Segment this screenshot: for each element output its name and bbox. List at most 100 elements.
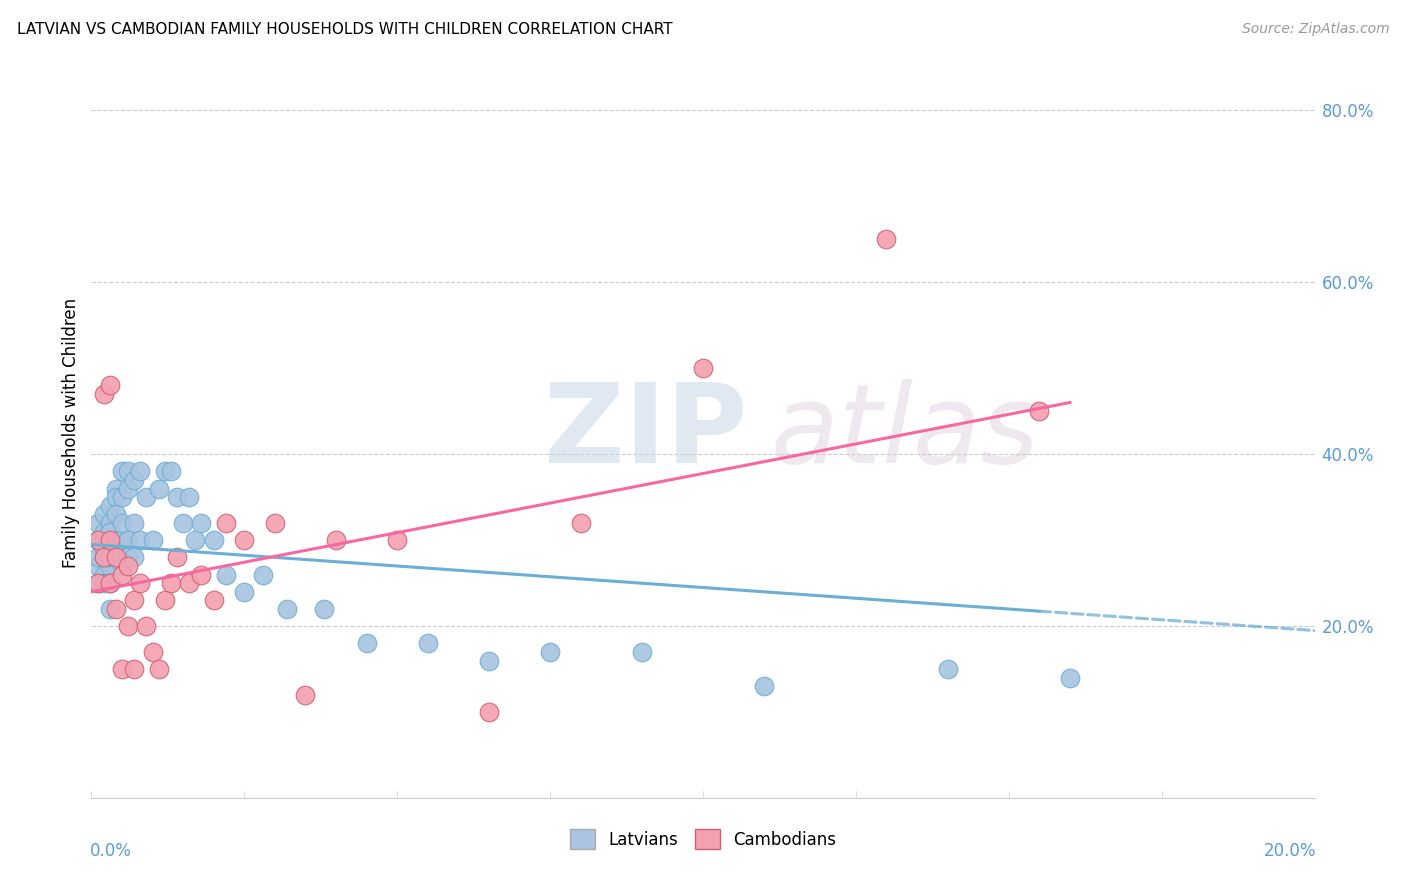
Point	[153, 593, 176, 607]
Point	[325, 533, 347, 548]
Point	[1059, 671, 1081, 685]
Point	[135, 619, 157, 633]
Point	[98, 602, 121, 616]
Point	[104, 533, 127, 548]
Point	[86, 533, 108, 548]
Point	[117, 550, 139, 565]
Point	[692, 361, 714, 376]
Point	[93, 387, 115, 401]
Text: 20.0%: 20.0%	[1264, 842, 1316, 860]
Point	[160, 464, 183, 478]
Point	[111, 533, 134, 548]
Point	[117, 619, 139, 633]
Point	[312, 602, 335, 616]
Point	[190, 516, 212, 530]
Point	[129, 464, 152, 478]
Point	[875, 232, 898, 246]
Point	[93, 508, 115, 522]
Point	[122, 516, 145, 530]
Point	[86, 533, 108, 548]
Point	[104, 482, 127, 496]
Point	[1028, 404, 1050, 418]
Text: atlas: atlas	[770, 379, 1039, 486]
Point	[93, 550, 115, 565]
Text: ZIP: ZIP	[544, 379, 748, 486]
Point	[117, 559, 139, 574]
Point	[86, 550, 108, 565]
Point	[754, 680, 776, 694]
Point	[478, 706, 501, 720]
Point	[86, 559, 108, 574]
Point	[538, 645, 561, 659]
Point	[111, 662, 134, 676]
Point	[98, 533, 121, 548]
Point	[122, 662, 145, 676]
Point	[190, 567, 212, 582]
Point	[215, 567, 238, 582]
Point	[122, 550, 145, 565]
Point	[294, 688, 316, 702]
Point	[98, 559, 121, 574]
Point	[93, 541, 115, 556]
Point	[184, 533, 207, 548]
Point	[129, 576, 152, 591]
Point	[111, 567, 134, 582]
Point	[98, 516, 121, 530]
Point	[569, 516, 592, 530]
Point	[416, 636, 439, 650]
Point	[93, 533, 115, 548]
Point	[148, 662, 170, 676]
Point	[93, 576, 115, 591]
Point	[166, 490, 188, 504]
Point	[179, 490, 201, 504]
Point	[233, 584, 256, 599]
Point	[98, 550, 121, 565]
Point	[98, 533, 121, 548]
Point	[117, 464, 139, 478]
Point	[129, 533, 152, 548]
Point	[215, 516, 238, 530]
Point	[104, 490, 127, 504]
Legend: Latvians, Cambodians: Latvians, Cambodians	[564, 822, 842, 855]
Point	[233, 533, 256, 548]
Point	[135, 490, 157, 504]
Text: 0.0%: 0.0%	[90, 842, 132, 860]
Point	[104, 602, 127, 616]
Point	[153, 464, 176, 478]
Point	[148, 482, 170, 496]
Point	[141, 645, 163, 659]
Point	[141, 533, 163, 548]
Point	[172, 516, 194, 530]
Point	[202, 533, 225, 548]
Point	[276, 602, 298, 616]
Point	[111, 516, 134, 530]
Point	[122, 473, 145, 487]
Point	[252, 567, 274, 582]
Point	[104, 508, 127, 522]
Point	[98, 576, 121, 591]
Point	[86, 516, 108, 530]
Point	[117, 533, 139, 548]
Point	[93, 567, 115, 582]
Point	[936, 662, 959, 676]
Point	[478, 654, 501, 668]
Point	[98, 499, 121, 513]
Point	[86, 576, 108, 591]
Point	[356, 636, 378, 650]
Point	[117, 482, 139, 496]
Point	[98, 378, 121, 392]
Point	[631, 645, 654, 659]
Point	[111, 490, 134, 504]
Point	[93, 524, 115, 539]
Point	[160, 576, 183, 591]
Point	[202, 593, 225, 607]
Point	[104, 550, 127, 565]
Point	[98, 576, 121, 591]
Point	[122, 593, 145, 607]
Text: Source: ZipAtlas.com: Source: ZipAtlas.com	[1241, 22, 1389, 37]
Point	[264, 516, 287, 530]
Text: LATVIAN VS CAMBODIAN FAMILY HOUSEHOLDS WITH CHILDREN CORRELATION CHART: LATVIAN VS CAMBODIAN FAMILY HOUSEHOLDS W…	[17, 22, 672, 37]
Point	[385, 533, 409, 548]
Point	[98, 524, 121, 539]
Point	[111, 559, 134, 574]
